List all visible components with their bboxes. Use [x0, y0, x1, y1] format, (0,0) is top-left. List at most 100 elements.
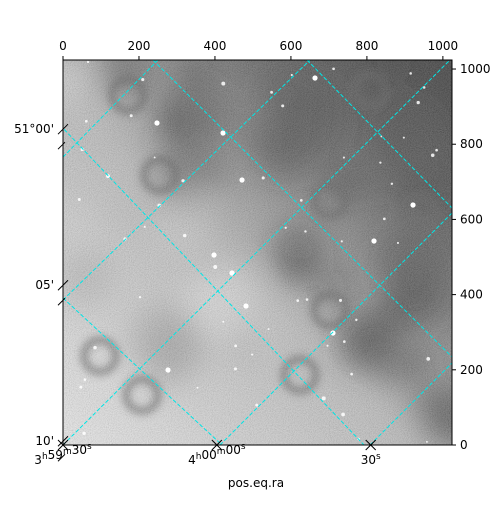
x-axis-label: pos.eq.ra [228, 476, 284, 490]
star-point [422, 86, 426, 89]
star-point [83, 378, 87, 381]
star-point [154, 120, 160, 126]
plot-frame [62, 59, 453, 446]
grid-line [63, 60, 451, 445]
star-point [296, 299, 300, 302]
grid-line [63, 127, 365, 445]
ra-tick-mark [57, 439, 69, 451]
star-point [290, 73, 293, 77]
star-point [233, 367, 237, 371]
ra-tick-label: 30s [361, 452, 381, 467]
dec-tick-mark [57, 141, 66, 150]
star-point [402, 136, 405, 139]
star-point [123, 237, 127, 241]
ra-tick-label: 4h00m00s [188, 442, 246, 467]
star-point [342, 340, 346, 343]
grid-line [63, 60, 159, 158]
star-point [93, 345, 97, 350]
star-point [416, 100, 420, 105]
star-point [84, 119, 88, 123]
star-point [410, 202, 416, 208]
star-point [211, 252, 217, 258]
star-point [129, 114, 133, 118]
top-tick-label: 200 [128, 39, 151, 53]
right-tick-label: 600 [460, 212, 483, 226]
star-point [143, 225, 146, 228]
grid-line [63, 60, 311, 301]
star-point [341, 412, 345, 417]
star-point [330, 330, 336, 336]
star-point [220, 130, 226, 136]
star-point [396, 241, 400, 245]
star-point [141, 77, 145, 82]
right-pixel-axis: 0 200 400 600 800 1000 [452, 62, 491, 452]
top-tick-label: 0 [59, 39, 67, 53]
star-point [251, 353, 254, 356]
right-tick-label: 200 [460, 363, 483, 377]
star-point [304, 230, 307, 233]
star-point [305, 298, 309, 301]
star-point [355, 318, 358, 322]
star-point [79, 385, 83, 389]
star-point [326, 344, 329, 347]
right-tick-label: 800 [460, 137, 483, 151]
dec-tick-mark [57, 435, 69, 447]
top-tick-label: 800 [355, 39, 378, 53]
star-point [284, 226, 287, 229]
grid-line [369, 362, 452, 445]
star-point [255, 403, 259, 407]
star-point [138, 296, 142, 299]
dec-tick-mark [57, 297, 66, 306]
top-tick-label: 400 [204, 39, 227, 53]
star-point [382, 217, 386, 221]
star-point [165, 367, 171, 373]
right-tick-label: 400 [460, 288, 483, 302]
star-point [86, 60, 90, 64]
star-point [182, 233, 187, 238]
dec-tick-mark [57, 279, 69, 291]
star-point [332, 67, 335, 71]
star-point [77, 197, 81, 201]
star-point [82, 431, 86, 435]
star-point [261, 176, 265, 180]
star-point [379, 161, 382, 164]
star-point [430, 153, 435, 157]
dec-axis: 51°00' 05' 10' [14, 122, 69, 462]
star-point [196, 386, 199, 389]
right-tick-label: 0 [460, 438, 468, 452]
star-point [153, 156, 156, 159]
star-point [243, 303, 249, 309]
star-point [321, 396, 326, 401]
top-tick-label: 1000 [428, 39, 459, 53]
grid-line [306, 60, 452, 209]
star-point [350, 372, 353, 376]
grid-line [63, 297, 223, 445]
star-point [390, 182, 394, 186]
star-point [213, 265, 218, 269]
star-point [270, 90, 274, 94]
dec-tick-label: 05' [35, 278, 54, 292]
top-pixel-axis: 0 200 400 600 800 1000 [59, 39, 458, 60]
star-point [342, 156, 345, 159]
star-point [425, 440, 428, 443]
coordinate-grid [63, 60, 452, 445]
star-point [371, 238, 377, 244]
dec-tick-label: 10' [35, 434, 54, 448]
ra-tick-mark [365, 439, 377, 451]
ra-tick-mark [211, 439, 223, 451]
top-tick-label: 600 [279, 39, 302, 53]
star-point [409, 72, 412, 75]
star-point [222, 320, 225, 323]
star-point [239, 177, 245, 183]
right-tick-label: 1000 [460, 62, 491, 76]
star-point [229, 270, 235, 276]
star-point [435, 148, 438, 152]
grid-line [152, 60, 452, 358]
star-point [426, 357, 431, 361]
star-point [299, 199, 303, 202]
sky-image [63, 60, 452, 445]
dec-tick-mark [57, 453, 66, 462]
ra-tick-label: 3h59m30s [34, 442, 92, 467]
star-point [234, 344, 238, 348]
